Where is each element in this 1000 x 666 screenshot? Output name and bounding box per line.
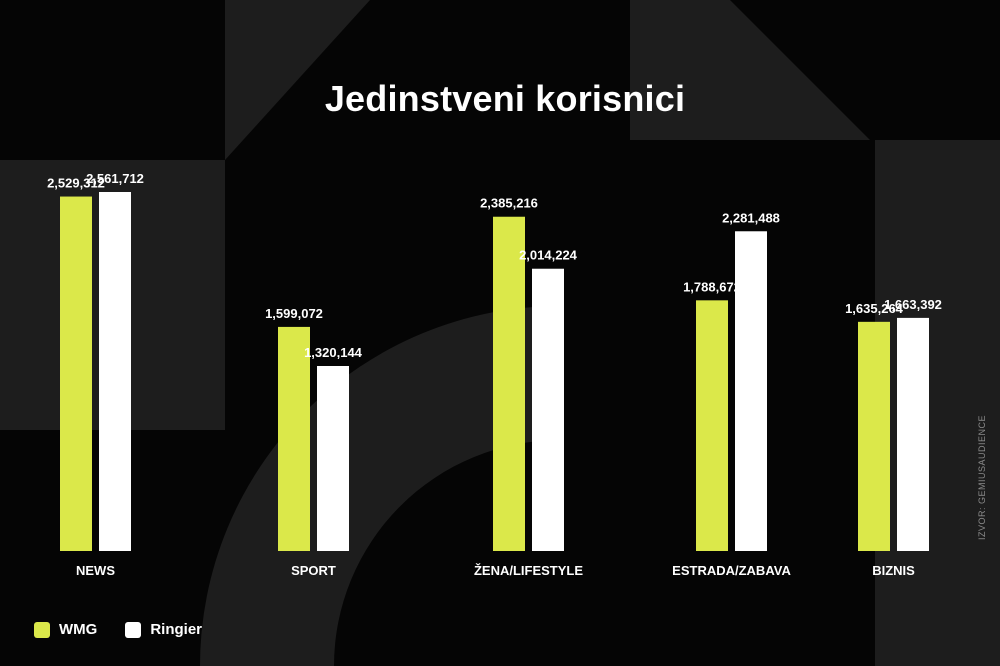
bar-wmg-3 bbox=[696, 300, 728, 551]
bar-ringier-3 bbox=[735, 231, 767, 551]
category-label-4: BIZNIS bbox=[872, 563, 915, 578]
legend-label-wmg: WMG bbox=[59, 621, 98, 638]
value-label-wmg-4: 1,635,264 bbox=[845, 301, 904, 316]
category-label-0: NEWS bbox=[76, 563, 115, 578]
bar-wmg-2 bbox=[493, 216, 525, 552]
bar-wmg-1 bbox=[278, 326, 310, 551]
value-label-ringier-3: 2,281,488 bbox=[722, 210, 780, 225]
legend-item-wmg: WMG bbox=[34, 621, 97, 638]
legend-label-ringier: Ringier bbox=[150, 621, 203, 638]
bar-ringier-4 bbox=[897, 317, 929, 551]
value-label-ringier-4: 1,663,392 bbox=[884, 297, 942, 312]
bar-ringier-2 bbox=[532, 268, 564, 551]
bar-ringier-0 bbox=[99, 192, 131, 551]
value-label-wmg-0: 2,529,312 bbox=[47, 176, 105, 191]
legend-swatch-ringier bbox=[125, 621, 142, 638]
source-note: IZVOR: GEMIUSAUDIENCE bbox=[977, 414, 987, 540]
value-label-ringier-0: 2,561,712 bbox=[86, 171, 144, 186]
category-label-2: ŽENA/LIFESTYLE bbox=[474, 563, 583, 578]
value-label-ringier-2: 2,014,224 bbox=[519, 248, 578, 263]
value-label-wmg-2: 2,385,216 bbox=[480, 196, 538, 211]
bar-wmg-4 bbox=[858, 321, 890, 551]
category-label-1: SPORT bbox=[291, 563, 336, 578]
chart-title: Jedinstveni korisnici bbox=[324, 78, 686, 119]
value-label-ringier-1: 1,320,144 bbox=[304, 345, 363, 360]
value-label-wmg-3: 1,788,672 bbox=[683, 279, 741, 294]
bar-ringier-1 bbox=[317, 365, 349, 551]
category-label-3: ESTRADA/ZABAVA bbox=[672, 563, 791, 578]
legend-swatch-wmg bbox=[34, 621, 50, 638]
bar-wmg-0 bbox=[60, 196, 92, 551]
value-label-wmg-1: 1,599,072 bbox=[265, 306, 323, 321]
bars-layer bbox=[60, 192, 929, 552]
legend-item-ringier: Ringier bbox=[125, 621, 202, 638]
legend: WMG Ringier bbox=[34, 621, 230, 638]
